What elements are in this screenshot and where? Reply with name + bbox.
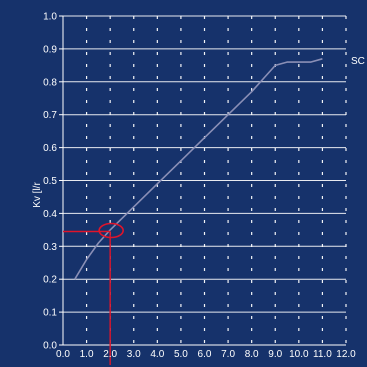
y-tick-label: 0.9 [43, 44, 57, 55]
x-tick-label: 7.0 [221, 349, 235, 360]
y-axis-label: Kv [l/r [32, 182, 43, 208]
y-tick-label: 0.4 [43, 209, 57, 220]
y-tick-label: 0.3 [43, 242, 57, 253]
x-tick-label: 9.0 [268, 349, 282, 360]
x-tick-label: 6.0 [198, 349, 212, 360]
x-tick-label: 2.0 [103, 349, 117, 360]
y-tick-label: 0.7 [43, 110, 57, 121]
x-tick-label: 12.0 [336, 349, 356, 360]
highlight-marker [63, 222, 124, 365]
series-label: SC [351, 56, 365, 67]
y-tick-label: 0.2 [43, 275, 57, 286]
y-tick-label: 0.6 [43, 143, 57, 154]
y-tick-label: 0.8 [43, 77, 57, 88]
y-tick-label: 0.1 [43, 308, 57, 319]
x-tick-label: 10.0 [289, 349, 309, 360]
y-tick-label: 1.0 [43, 12, 57, 23]
x-tick-label: 5.0 [174, 349, 188, 360]
x-tick-label: 8.0 [245, 349, 259, 360]
x-tick-label: 0.0 [56, 349, 70, 360]
highlight-ellipse [98, 222, 124, 239]
tick-labels: 0.0 0.1 0.2 0.3 0.4 0.5 0.6 0.7 0.8 0.9 1.0 0.0 1.0 2… [43, 12, 356, 361]
x-tick-label: 3.0 [127, 349, 141, 360]
grid [63, 15, 347, 345]
x-tick-label: 11.0 [313, 349, 332, 360]
x-tick-label: 4.0 [150, 349, 164, 360]
x-tick-label: 1.0 [80, 349, 94, 360]
y-tick-label: 0.0 [43, 341, 57, 352]
y-tick-label: 0.5 [43, 176, 57, 187]
